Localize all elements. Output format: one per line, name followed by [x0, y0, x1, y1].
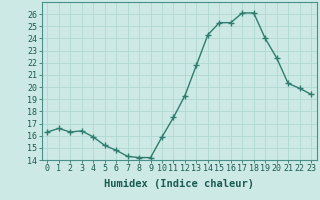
X-axis label: Humidex (Indice chaleur): Humidex (Indice chaleur) — [104, 179, 254, 189]
